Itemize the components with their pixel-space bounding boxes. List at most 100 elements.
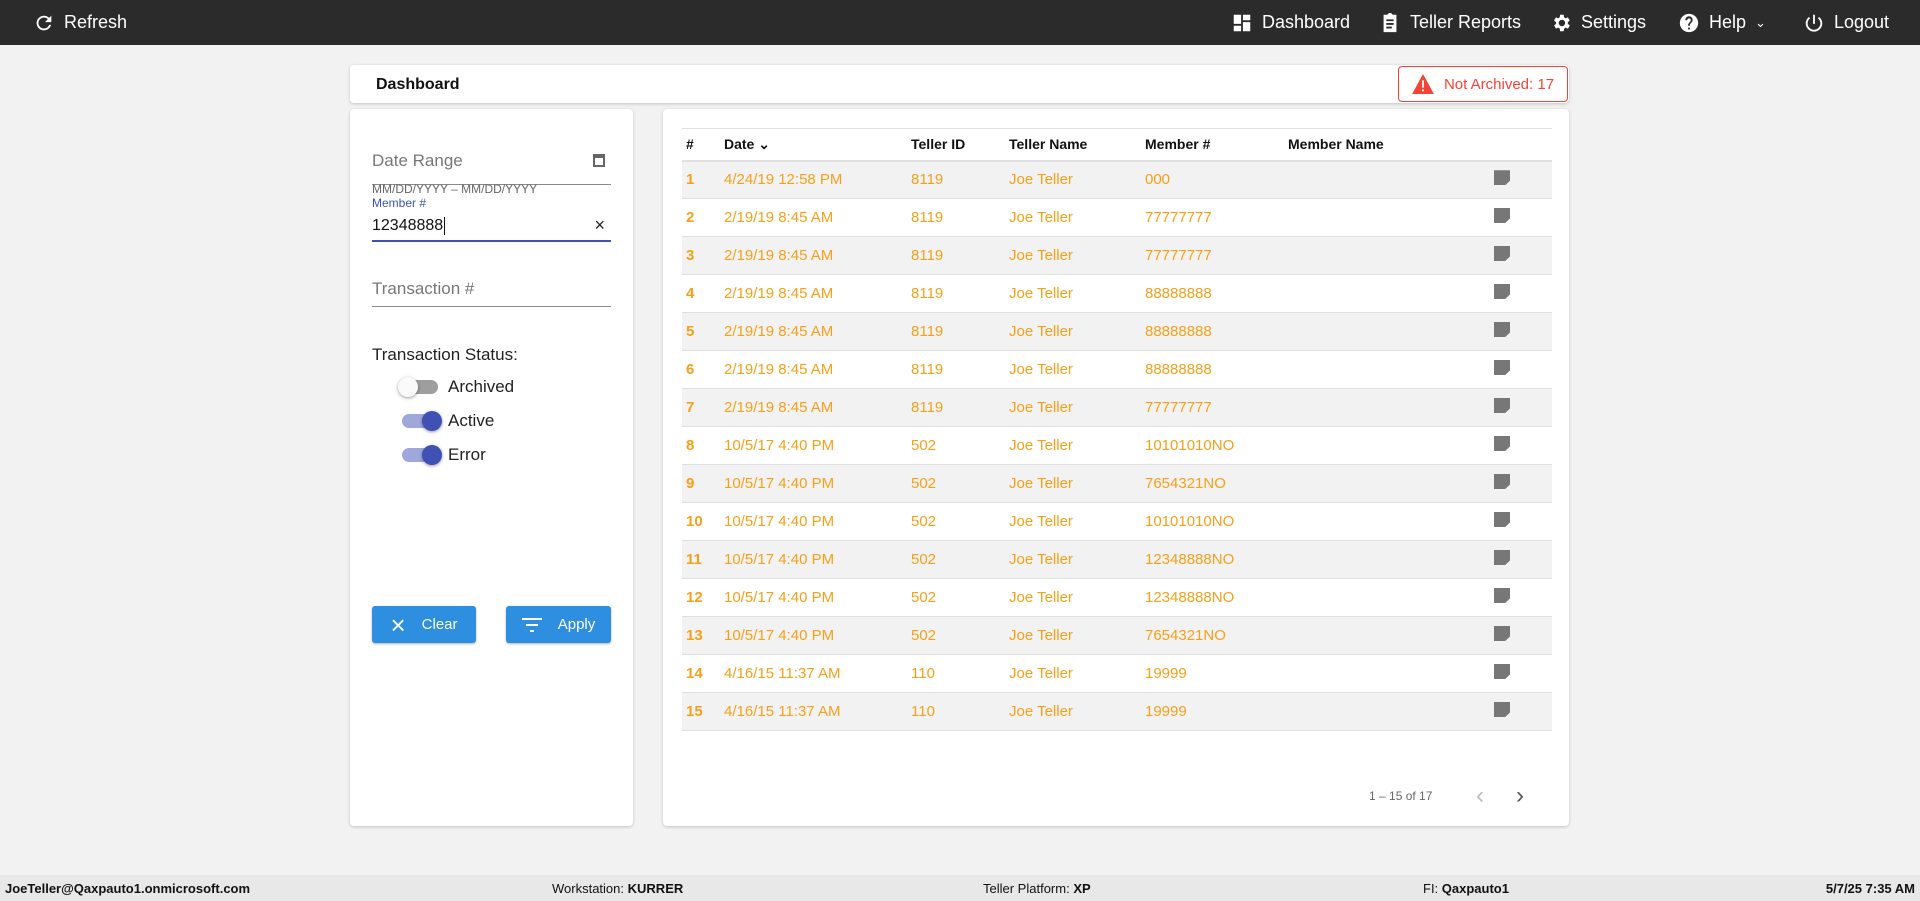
note-icon[interactable] — [1494, 588, 1510, 603]
cell-date: 2/19/19 8:45 AM — [724, 388, 911, 427]
pagination-range: 1 – 15 of 17 — [1369, 789, 1433, 803]
cell-date: 2/19/19 8:45 AM — [724, 312, 911, 351]
power-icon — [1805, 14, 1823, 32]
note-cell — [1490, 616, 1552, 655]
table-row[interactable]: 5 2/19/19 8:45 AM 8119 Joe Teller 88888888 — [682, 312, 1552, 351]
cell-teller-id: 502 — [911, 616, 1009, 655]
table-row[interactable]: 8 10/5/17 4:40 PM 502 Joe Teller 10101010NO — [682, 426, 1552, 465]
cell-member-name — [1288, 198, 1490, 237]
table-row[interactable]: 10 10/5/17 4:40 PM 502 Joe Teller 10101010NO — [682, 502, 1552, 541]
table-row[interactable]: 11 10/5/17 4:40 PM 502 Joe Teller 12348888NO — [682, 540, 1552, 579]
date-format-hint: MM/DD/YYYY – MM/DD/YYYY — [372, 182, 538, 196]
apply-label: Apply — [557, 616, 596, 633]
workstation-value: KURRER — [627, 881, 684, 896]
platform-value: XP — [1073, 881, 1091, 896]
fi-label: FI: — [1423, 881, 1439, 896]
cell-teller-id: 8119 — [911, 312, 1009, 351]
clear-input-icon[interactable]: × — [594, 215, 605, 235]
calendar-icon[interactable] — [593, 154, 605, 167]
cell-number: 13 — [682, 616, 724, 655]
cell-teller-name: Joe Teller — [1009, 616, 1145, 655]
dashboard-header: Dashboard — [350, 65, 1569, 103]
refresh-button[interactable]: Refresh — [33, 0, 127, 45]
dashboard-label: Dashboard — [1262, 12, 1351, 32]
cell-date: 10/5/17 4:40 PM — [724, 540, 911, 579]
table-row[interactable]: 7 2/19/19 8:45 AM 8119 Joe Teller 77777777 — [682, 388, 1552, 427]
table-row[interactable]: 3 2/19/19 8:45 AM 8119 Joe Teller 77777777 — [682, 236, 1552, 275]
error-toggle[interactable]: Error — [402, 445, 486, 465]
nav-dashboard[interactable]: Dashboard — [1231, 0, 1350, 45]
date-range-input[interactable]: Date Range — [372, 145, 611, 185]
nav-settings[interactable]: Settings — [1550, 0, 1646, 45]
note-icon[interactable] — [1494, 398, 1510, 413]
nav-logout[interactable]: Logout — [1803, 0, 1889, 45]
note-icon[interactable] — [1494, 664, 1510, 679]
page-title: Dashboard — [376, 76, 460, 93]
status-label: Transaction Status: — [372, 345, 518, 364]
note-cell — [1490, 274, 1552, 313]
note-cell — [1490, 198, 1552, 237]
chevron-down-icon: ⌄ — [1755, 14, 1766, 30]
cell-date: 10/5/17 4:40 PM — [724, 578, 911, 617]
cell-member-number: 10101010NO — [1145, 426, 1288, 465]
cell-member-number: 88888888 — [1145, 274, 1288, 313]
note-icon[interactable] — [1494, 284, 1510, 299]
not-archived-badge[interactable]: Not Archived: 17 — [1398, 66, 1568, 102]
note-icon[interactable] — [1494, 626, 1510, 641]
table-row[interactable]: 1 4/24/19 12:58 PM 8119 Joe Teller 000 — [682, 160, 1552, 199]
table-row[interactable]: 15 4/16/15 11:37 AM 110 Joe Teller 19999 — [682, 692, 1552, 731]
member-input[interactable]: 12348888 × — [372, 211, 611, 242]
prev-page-button[interactable]: ‹ — [1476, 782, 1484, 809]
table-row[interactable]: 6 2/19/19 8:45 AM 8119 Joe Teller 88888888 — [682, 350, 1552, 389]
table-row[interactable]: 2 2/19/19 8:45 AM 8119 Joe Teller 77777777 — [682, 198, 1552, 237]
cell-member-number: 77777777 — [1145, 236, 1288, 275]
cell-number: 1 — [682, 160, 724, 199]
cell-teller-name: Joe Teller — [1009, 274, 1145, 313]
note-icon[interactable] — [1494, 436, 1510, 451]
fi-value: Qaxpauto1 — [1441, 881, 1509, 896]
date-range-placeholder: Date Range — [372, 151, 463, 170]
transaction-input[interactable]: Transaction # — [372, 269, 611, 307]
cell-member-name — [1288, 236, 1490, 275]
clear-button[interactable]: × Clear — [372, 606, 476, 643]
note-icon[interactable] — [1494, 170, 1510, 186]
note-icon[interactable] — [1494, 208, 1510, 223]
note-icon[interactable] — [1494, 550, 1510, 565]
cell-member-name — [1288, 426, 1490, 465]
logout-label: Logout — [1834, 12, 1890, 32]
cell-teller-id: 8119 — [911, 274, 1009, 313]
note-icon[interactable] — [1494, 702, 1510, 717]
active-toggle[interactable]: Active — [402, 411, 494, 431]
col-date[interactable]: Date ⌄ — [724, 128, 911, 162]
cell-member-number: 77777777 — [1145, 388, 1288, 427]
table-row[interactable]: 13 10/5/17 4:40 PM 502 Joe Teller 7654321NO — [682, 616, 1552, 655]
cell-member-name — [1288, 502, 1490, 541]
table-row[interactable]: 9 10/5/17 4:40 PM 502 Joe Teller 7654321NO — [682, 464, 1552, 503]
cell-date: 10/5/17 4:40 PM — [724, 502, 911, 541]
cell-date: 10/5/17 4:40 PM — [724, 426, 911, 465]
note-icon[interactable] — [1494, 474, 1510, 489]
cell-member-number: 77777777 — [1145, 198, 1288, 237]
footer-platform: Teller Platform: XP — [983, 881, 1091, 896]
note-cell — [1490, 692, 1552, 731]
table-row[interactable]: 14 4/16/15 11:37 AM 110 Joe Teller 19999 — [682, 654, 1552, 693]
apply-button[interactable]: Apply — [506, 606, 611, 643]
archived-toggle[interactable]: Archived — [398, 377, 514, 397]
cell-member-name — [1288, 312, 1490, 351]
nav-teller-reports[interactable]: Teller Reports — [1379, 0, 1521, 45]
cell-date: 2/19/19 8:45 AM — [724, 350, 911, 389]
cell-number: 12 — [682, 578, 724, 617]
cell-member-name — [1288, 692, 1490, 731]
cell-member-number: 12348888NO — [1145, 540, 1288, 579]
cell-member-number: 88888888 — [1145, 312, 1288, 351]
table-header-row: # Date ⌄ Teller ID Teller Name Member # … — [682, 128, 1552, 162]
note-icon[interactable] — [1494, 246, 1510, 261]
next-page-button[interactable]: › — [1516, 782, 1524, 809]
nav-help[interactable]: Help ⌄ — [1678, 0, 1766, 45]
note-icon[interactable] — [1494, 360, 1510, 375]
table-row[interactable]: 4 2/19/19 8:45 AM 8119 Joe Teller 88888888 — [682, 274, 1552, 313]
note-icon[interactable] — [1494, 322, 1510, 337]
table-row[interactable]: 12 10/5/17 4:40 PM 502 Joe Teller 12348888NO — [682, 578, 1552, 617]
note-icon[interactable] — [1494, 512, 1510, 527]
cell-member-name — [1288, 654, 1490, 693]
